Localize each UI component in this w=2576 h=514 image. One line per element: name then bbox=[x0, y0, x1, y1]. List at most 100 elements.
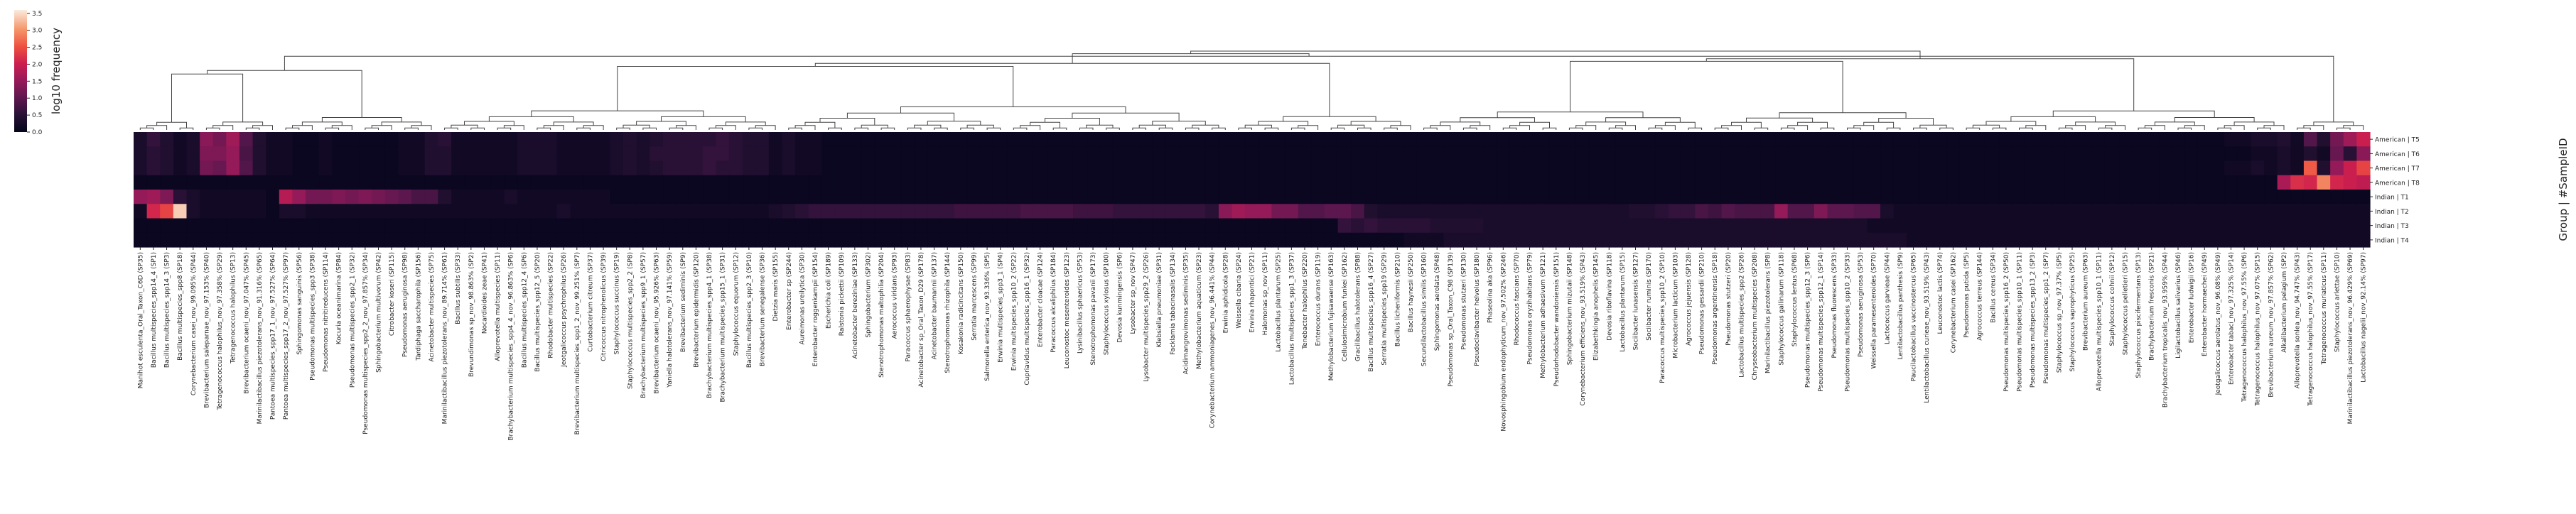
heatmap-cell bbox=[1364, 204, 1378, 219]
heatmap-cell bbox=[1867, 132, 1881, 147]
heatmap-cell bbox=[2171, 132, 2185, 147]
heatmap-cell bbox=[1695, 190, 1709, 204]
dendrogram-link bbox=[1654, 125, 1676, 130]
column-label: Sphingomonas aerolata (SP48) bbox=[1434, 252, 1441, 351]
column-label: Dietzia maris (SP155) bbox=[772, 252, 780, 321]
heatmap-cell bbox=[861, 146, 875, 162]
heatmap-cell bbox=[1814, 175, 1828, 190]
heatmap-cell bbox=[1470, 232, 1484, 248]
heatmap-cell bbox=[702, 146, 716, 162]
heatmap-cell bbox=[134, 146, 148, 162]
heatmap-cell bbox=[2131, 132, 2146, 147]
heatmap-cell bbox=[1139, 175, 1153, 190]
column-label: Pseudomonas nitritireducens (SP114) bbox=[323, 252, 330, 372]
heatmap-cell bbox=[1867, 160, 1881, 176]
heatmap-cell bbox=[1959, 190, 1973, 204]
heatmap-cell bbox=[662, 160, 677, 176]
heatmap-cell bbox=[901, 190, 915, 204]
heatmap-cell bbox=[1060, 160, 1074, 176]
heatmap-cell bbox=[2290, 204, 2305, 219]
heatmap-cell bbox=[1893, 146, 1907, 162]
dendrogram-link bbox=[331, 125, 352, 130]
heatmap-cell bbox=[1985, 146, 2000, 162]
column-label: Enterococcus durans (SP119) bbox=[1315, 252, 1322, 346]
column-label: Weissella cibaria (SP24) bbox=[1236, 252, 1243, 329]
heatmap-cell bbox=[1681, 218, 1696, 234]
heatmap-cell bbox=[2091, 232, 2106, 248]
heatmap-cell bbox=[2131, 204, 2146, 219]
heatmap-cell bbox=[292, 175, 306, 190]
heatmap-cell bbox=[1893, 160, 1907, 176]
heatmap-cell bbox=[2171, 190, 2185, 204]
heatmap-cell bbox=[1391, 204, 1405, 219]
heatmap-cell bbox=[186, 190, 200, 204]
heatmap-cell bbox=[1205, 204, 1219, 219]
heatmap-cell bbox=[570, 146, 584, 162]
heatmap-cell bbox=[927, 175, 942, 190]
column-label: Lactobacillus nagelii_nov_92.14% (SP97) bbox=[2361, 252, 2368, 383]
heatmap-cell bbox=[636, 175, 650, 190]
heatmap-cell bbox=[834, 160, 849, 176]
heatmap-cell bbox=[1443, 132, 1457, 147]
column-label: Staphylococcus lentus (SP68) bbox=[1791, 252, 1799, 346]
heatmap-cell bbox=[1774, 218, 1789, 234]
dendrogram-link bbox=[748, 127, 762, 130]
heatmap-cell bbox=[610, 218, 624, 234]
column-label: Leuconostoc mesenteroides (SP123) bbox=[1064, 252, 1071, 368]
heatmap-cell bbox=[200, 204, 214, 219]
heatmap-cell bbox=[1827, 218, 1841, 234]
heatmap-cell bbox=[914, 146, 928, 162]
heatmap-cell bbox=[306, 204, 320, 219]
dendrogram-link bbox=[451, 124, 478, 128]
heatmap-cell bbox=[332, 232, 346, 248]
dendrogram-link bbox=[371, 125, 392, 130]
dendrogram-link bbox=[2058, 127, 2073, 130]
heatmap-cell bbox=[134, 232, 148, 248]
heatmap-cell bbox=[702, 232, 716, 248]
heatmap-cell bbox=[1933, 190, 1947, 204]
heatmap-cell bbox=[200, 160, 214, 176]
heatmap-cell bbox=[888, 218, 902, 234]
heatmap-cell bbox=[1112, 160, 1127, 176]
heatmap-cell bbox=[160, 146, 174, 162]
heatmap-cell bbox=[1337, 175, 1352, 190]
heatmap-cell bbox=[2065, 204, 2079, 219]
heatmap-cell bbox=[372, 218, 386, 234]
heatmap-cell bbox=[1774, 146, 1789, 162]
column-label: Weissella paramesenteroides (SP70) bbox=[1871, 252, 1878, 368]
heatmap-cell bbox=[1099, 218, 1114, 234]
heatmap-cell bbox=[742, 132, 756, 147]
heatmap-cell bbox=[782, 204, 796, 219]
heatmap-cell bbox=[345, 175, 360, 190]
dendrogram-link bbox=[2184, 125, 2205, 130]
heatmap-cell bbox=[2211, 175, 2225, 190]
heatmap-cell bbox=[1853, 146, 1868, 162]
column-label: Brachybacterium multispecies_spp9_1 (SP5… bbox=[640, 252, 647, 398]
heatmap-cell bbox=[1483, 204, 1497, 219]
heatmap-cell bbox=[2131, 160, 2146, 176]
heatmap-cell bbox=[1681, 175, 1696, 190]
heatmap-cell bbox=[2356, 232, 2371, 248]
heatmap-cell bbox=[530, 132, 544, 147]
column-label: Pseudomonas oryzihabitans (SP79) bbox=[1527, 252, 1534, 365]
heatmap-cell bbox=[1509, 218, 1524, 234]
heatmap-cell bbox=[1245, 175, 1259, 190]
heatmap-cell bbox=[2145, 204, 2159, 219]
heatmap-cell bbox=[2052, 204, 2066, 219]
heatmap-cell bbox=[2303, 204, 2318, 219]
dendrogram-link bbox=[1615, 125, 1636, 130]
heatmap-cell bbox=[556, 175, 571, 190]
heatmap-cell bbox=[146, 232, 161, 248]
heatmap-cell bbox=[808, 232, 822, 248]
heatmap-cell bbox=[2237, 190, 2252, 204]
heatmap-cell bbox=[200, 232, 214, 248]
heatmap-cell bbox=[134, 175, 148, 190]
heatmap-cell bbox=[2171, 218, 2185, 234]
heatmap-cell bbox=[848, 132, 862, 147]
heatmap-cell bbox=[266, 146, 280, 162]
heatmap-cell bbox=[1457, 175, 1471, 190]
heatmap-cell bbox=[2012, 218, 2027, 234]
heatmap-cell bbox=[438, 218, 452, 234]
dendrogram-link bbox=[2144, 125, 2165, 130]
heatmap-cell bbox=[1563, 146, 1577, 162]
